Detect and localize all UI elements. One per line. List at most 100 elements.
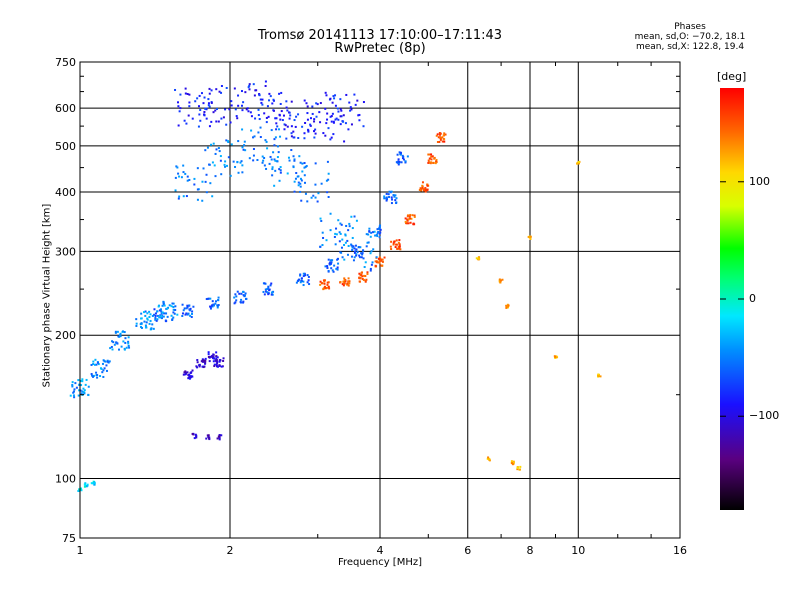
scatter-point: [307, 279, 310, 282]
scatter-point: [368, 230, 371, 233]
scatter-point: [293, 158, 296, 161]
scatter-point: [188, 377, 191, 380]
scatter-point: [361, 271, 364, 274]
scatter-point: [426, 184, 429, 187]
scatter-point: [296, 175, 299, 178]
scatter-point: [172, 308, 175, 311]
scatter-point: [228, 108, 231, 111]
scatter-point: [184, 87, 187, 90]
scatter-point: [388, 190, 391, 193]
scatter-point: [293, 136, 296, 139]
scatter-point: [401, 154, 404, 157]
scatter-point: [348, 282, 351, 285]
scatter-point: [190, 312, 193, 315]
scatter-point: [396, 247, 399, 250]
scatter-point: [362, 257, 365, 260]
scatter-point: [390, 248, 393, 251]
scatter-point: [113, 343, 116, 346]
scatter-point: [265, 121, 268, 124]
scatter-point: [196, 366, 199, 369]
scatter-point: [172, 306, 175, 309]
scatter-point: [240, 298, 243, 301]
scatter-point: [329, 212, 332, 215]
scatter-point: [326, 191, 329, 194]
scatter-point: [218, 364, 221, 367]
scatter-point: [430, 153, 433, 156]
scatter-point: [264, 85, 267, 88]
scatter-point: [237, 140, 240, 143]
scatter-point: [237, 171, 240, 174]
scatter-point: [96, 361, 99, 364]
scatter-point: [174, 176, 177, 179]
scatter-point: [390, 196, 393, 199]
scatter-point: [283, 128, 286, 131]
scatter-point: [505, 306, 508, 309]
scatter-point: [419, 187, 422, 190]
scatter-point: [379, 228, 382, 231]
scatter-point: [597, 373, 600, 376]
scatter-point: [381, 258, 384, 261]
scatter-point: [292, 130, 295, 133]
scatter-point: [207, 104, 210, 107]
scatter-point: [299, 274, 302, 277]
scatter-point: [322, 132, 325, 135]
scatter-point: [189, 307, 192, 310]
scatter-point: [230, 143, 233, 146]
scatter-point: [220, 84, 223, 87]
scatter-point: [398, 247, 401, 250]
scatter-point: [276, 125, 279, 128]
scatter-point: [170, 314, 173, 317]
scatter-point: [335, 227, 338, 230]
scatter-point: [439, 136, 442, 139]
scatter-point: [159, 316, 162, 319]
scatter-point: [256, 158, 259, 161]
scatter-point: [216, 437, 219, 440]
scatter-point: [426, 183, 429, 186]
scatter-point: [253, 94, 256, 97]
scatter-point: [309, 124, 312, 127]
scatter-point: [306, 105, 309, 108]
scatter-point: [276, 160, 279, 163]
scatter-point: [235, 299, 238, 302]
scatter-point: [162, 315, 165, 318]
scatter-point: [304, 165, 307, 168]
scatter-point: [327, 172, 330, 175]
scatter-point: [96, 376, 99, 379]
scatter-point: [81, 378, 84, 381]
stats-o-mode: mean, sd,O: −70.2, 18.1: [634, 32, 746, 42]
scatter-point: [278, 114, 281, 117]
scatter-point: [208, 87, 211, 90]
scatter-point: [270, 282, 273, 285]
scatter-point: [319, 280, 322, 283]
scatter-point: [78, 383, 81, 386]
scatter-point: [80, 379, 83, 382]
scatter-point: [127, 340, 130, 343]
scatter-point: [211, 354, 214, 357]
scatter-point: [163, 312, 166, 315]
scatter-point: [208, 105, 211, 108]
scatter-point: [215, 355, 218, 358]
scatter-point: [340, 115, 343, 118]
scatter-point: [293, 119, 296, 122]
scatter-point: [72, 390, 75, 393]
y-tick-label: 400: [55, 186, 76, 199]
scatter-point: [288, 111, 291, 114]
scatter-point: [252, 136, 255, 139]
scatter-point: [178, 175, 181, 178]
scatter-point: [210, 89, 213, 92]
scatter-point: [174, 88, 177, 91]
scatter-point: [443, 140, 446, 143]
scatter-point: [93, 482, 96, 485]
scatter-point: [343, 258, 346, 261]
scatter-point: [299, 182, 302, 185]
scatter-point: [275, 128, 278, 131]
scatter-point: [213, 164, 216, 167]
scatter-point: [424, 190, 427, 193]
scatter-point: [423, 189, 426, 192]
scatter-point: [329, 229, 332, 232]
scatter-point: [277, 151, 280, 154]
scatter-point: [214, 300, 217, 303]
scatter-point: [393, 240, 396, 243]
colorbar-ticks: [720, 181, 744, 417]
scatter-point: [216, 306, 219, 309]
